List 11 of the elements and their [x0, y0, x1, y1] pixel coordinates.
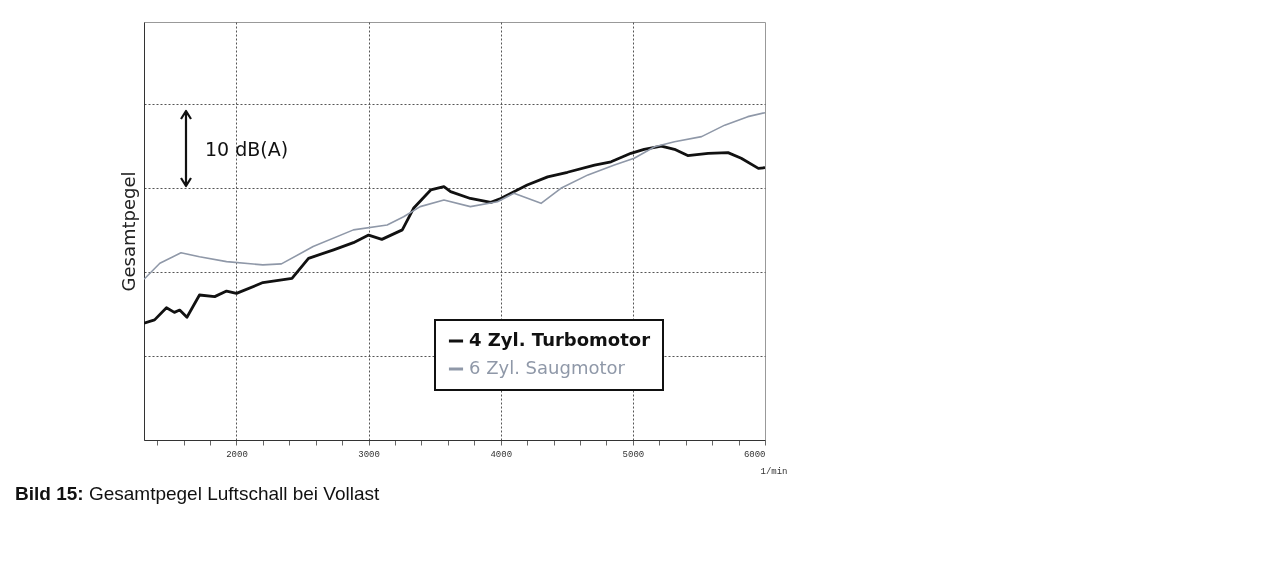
x-tick-label: 4000: [490, 449, 513, 460]
x-tick-label: 3000: [358, 449, 380, 460]
x-tick-label: 2000: [226, 449, 248, 460]
x-tick-label: 6000: [743, 449, 766, 460]
legend-label: 4 Zyl. Turbomotor: [469, 329, 651, 350]
annotation: 10 dB(A): [205, 138, 289, 160]
x-tick-label: 5000: [622, 449, 645, 460]
text: Bild 15: Gesamtpegel Luftschall bei Vollast: [15, 483, 380, 505]
legend-label: 6 Zyl. Saugmotor: [469, 357, 626, 378]
y-axis-title: Gesamtpegel: [117, 171, 139, 292]
x-axis-title: 1/min: [760, 466, 788, 477]
